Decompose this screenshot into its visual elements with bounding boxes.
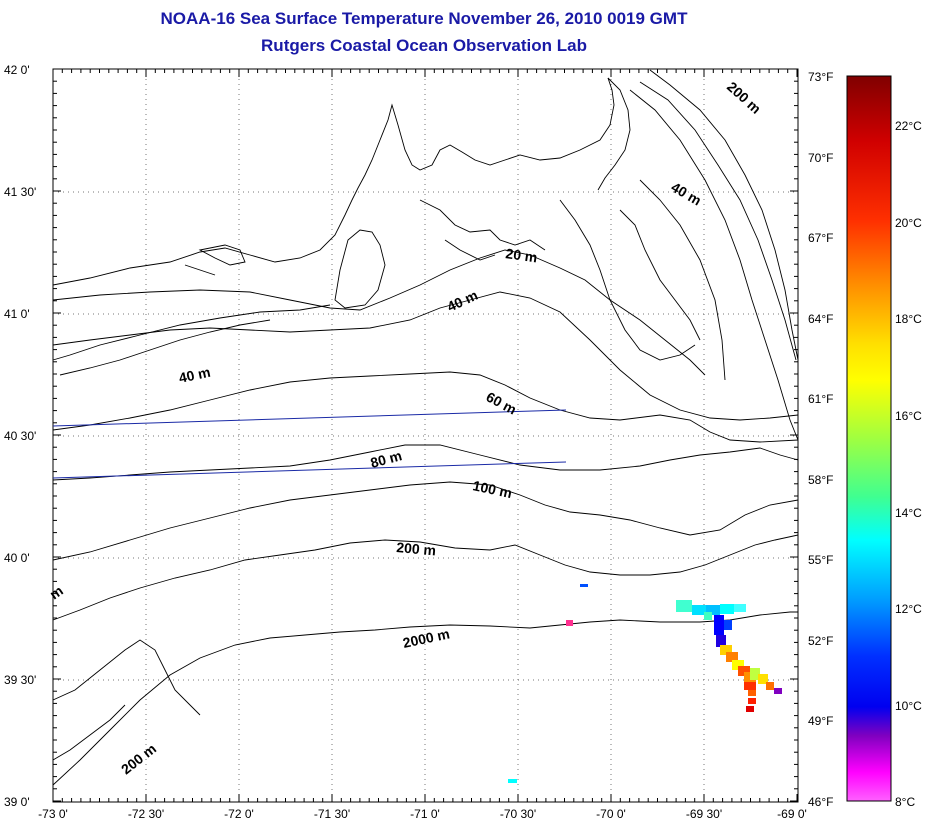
fahrenheit-label: 73°F	[808, 70, 833, 84]
contour-label: 40 m	[177, 364, 212, 386]
x-tick-label: -70 0'	[596, 807, 626, 821]
fahrenheit-label: 70°F	[808, 151, 833, 165]
coastline	[52, 77, 726, 381]
sst-data-pixels	[508, 584, 782, 783]
y-tick-label: 40 30'	[4, 429, 36, 443]
colorbar-labels: 73°F 70°F 67°F 64°F 61°F 58°F 55°F 52°F …	[808, 70, 922, 809]
map-frame	[52, 68, 799, 803]
celsius-label: 20°C	[895, 216, 922, 230]
axis-labels: -73 0' -72 30' -72 0' -71 30' -71 0' -70…	[4, 63, 807, 821]
contour-label: 200 m	[396, 539, 437, 558]
x-tick-label: -71 30'	[314, 807, 350, 821]
graticule	[53, 69, 798, 802]
celsius-label: 8°C	[895, 795, 915, 809]
y-tick-label: 40 0'	[4, 551, 30, 565]
fahrenheit-label: 52°F	[808, 634, 833, 648]
y-tick-label: 42 0'	[4, 63, 30, 77]
fahrenheit-label: 46°F	[808, 795, 833, 809]
fahrenheit-label: 61°F	[808, 392, 833, 406]
fahrenheit-label: 64°F	[808, 312, 833, 326]
celsius-label: 14°C	[895, 506, 922, 520]
bathymetry-contours	[52, 69, 799, 786]
celsius-label: 16°C	[895, 409, 922, 423]
x-tick-label: -72 0'	[224, 807, 254, 821]
x-tick-label: -69 30'	[686, 807, 722, 821]
map-title: NOAA-16 Sea Surface Temperature November…	[160, 9, 688, 28]
x-tick-label: -72 30'	[128, 807, 164, 821]
x-tick-label: -69 0'	[777, 807, 807, 821]
celsius-label: 22°C	[895, 119, 922, 133]
celsius-label: 12°C	[895, 602, 922, 616]
y-tick-label: 39 30'	[4, 673, 36, 687]
colorbar	[846, 75, 892, 802]
y-tick-label: 39 0'	[4, 795, 30, 809]
celsius-label: 10°C	[895, 699, 922, 713]
y-tick-label: 41 0'	[4, 307, 30, 321]
fahrenheit-label: 67°F	[808, 231, 833, 245]
fahrenheit-label: 58°F	[808, 473, 833, 487]
y-tick-label: 41 30'	[4, 185, 36, 199]
map-subtitle: Rutgers Coastal Ocean Observation Lab	[261, 36, 587, 55]
axis-ticks	[52, 68, 798, 802]
fahrenheit-label: 55°F	[808, 553, 833, 567]
x-tick-label: -70 30'	[500, 807, 536, 821]
celsius-label: 18°C	[895, 312, 922, 326]
fahrenheit-label: 49°F	[808, 714, 833, 728]
contour-label: 80 m	[369, 447, 404, 471]
x-tick-label: -71 0'	[410, 807, 440, 821]
contour-label: 20 m	[505, 245, 539, 265]
transect-lines	[52, 409, 567, 479]
x-tick-label: -73 0'	[38, 807, 68, 821]
